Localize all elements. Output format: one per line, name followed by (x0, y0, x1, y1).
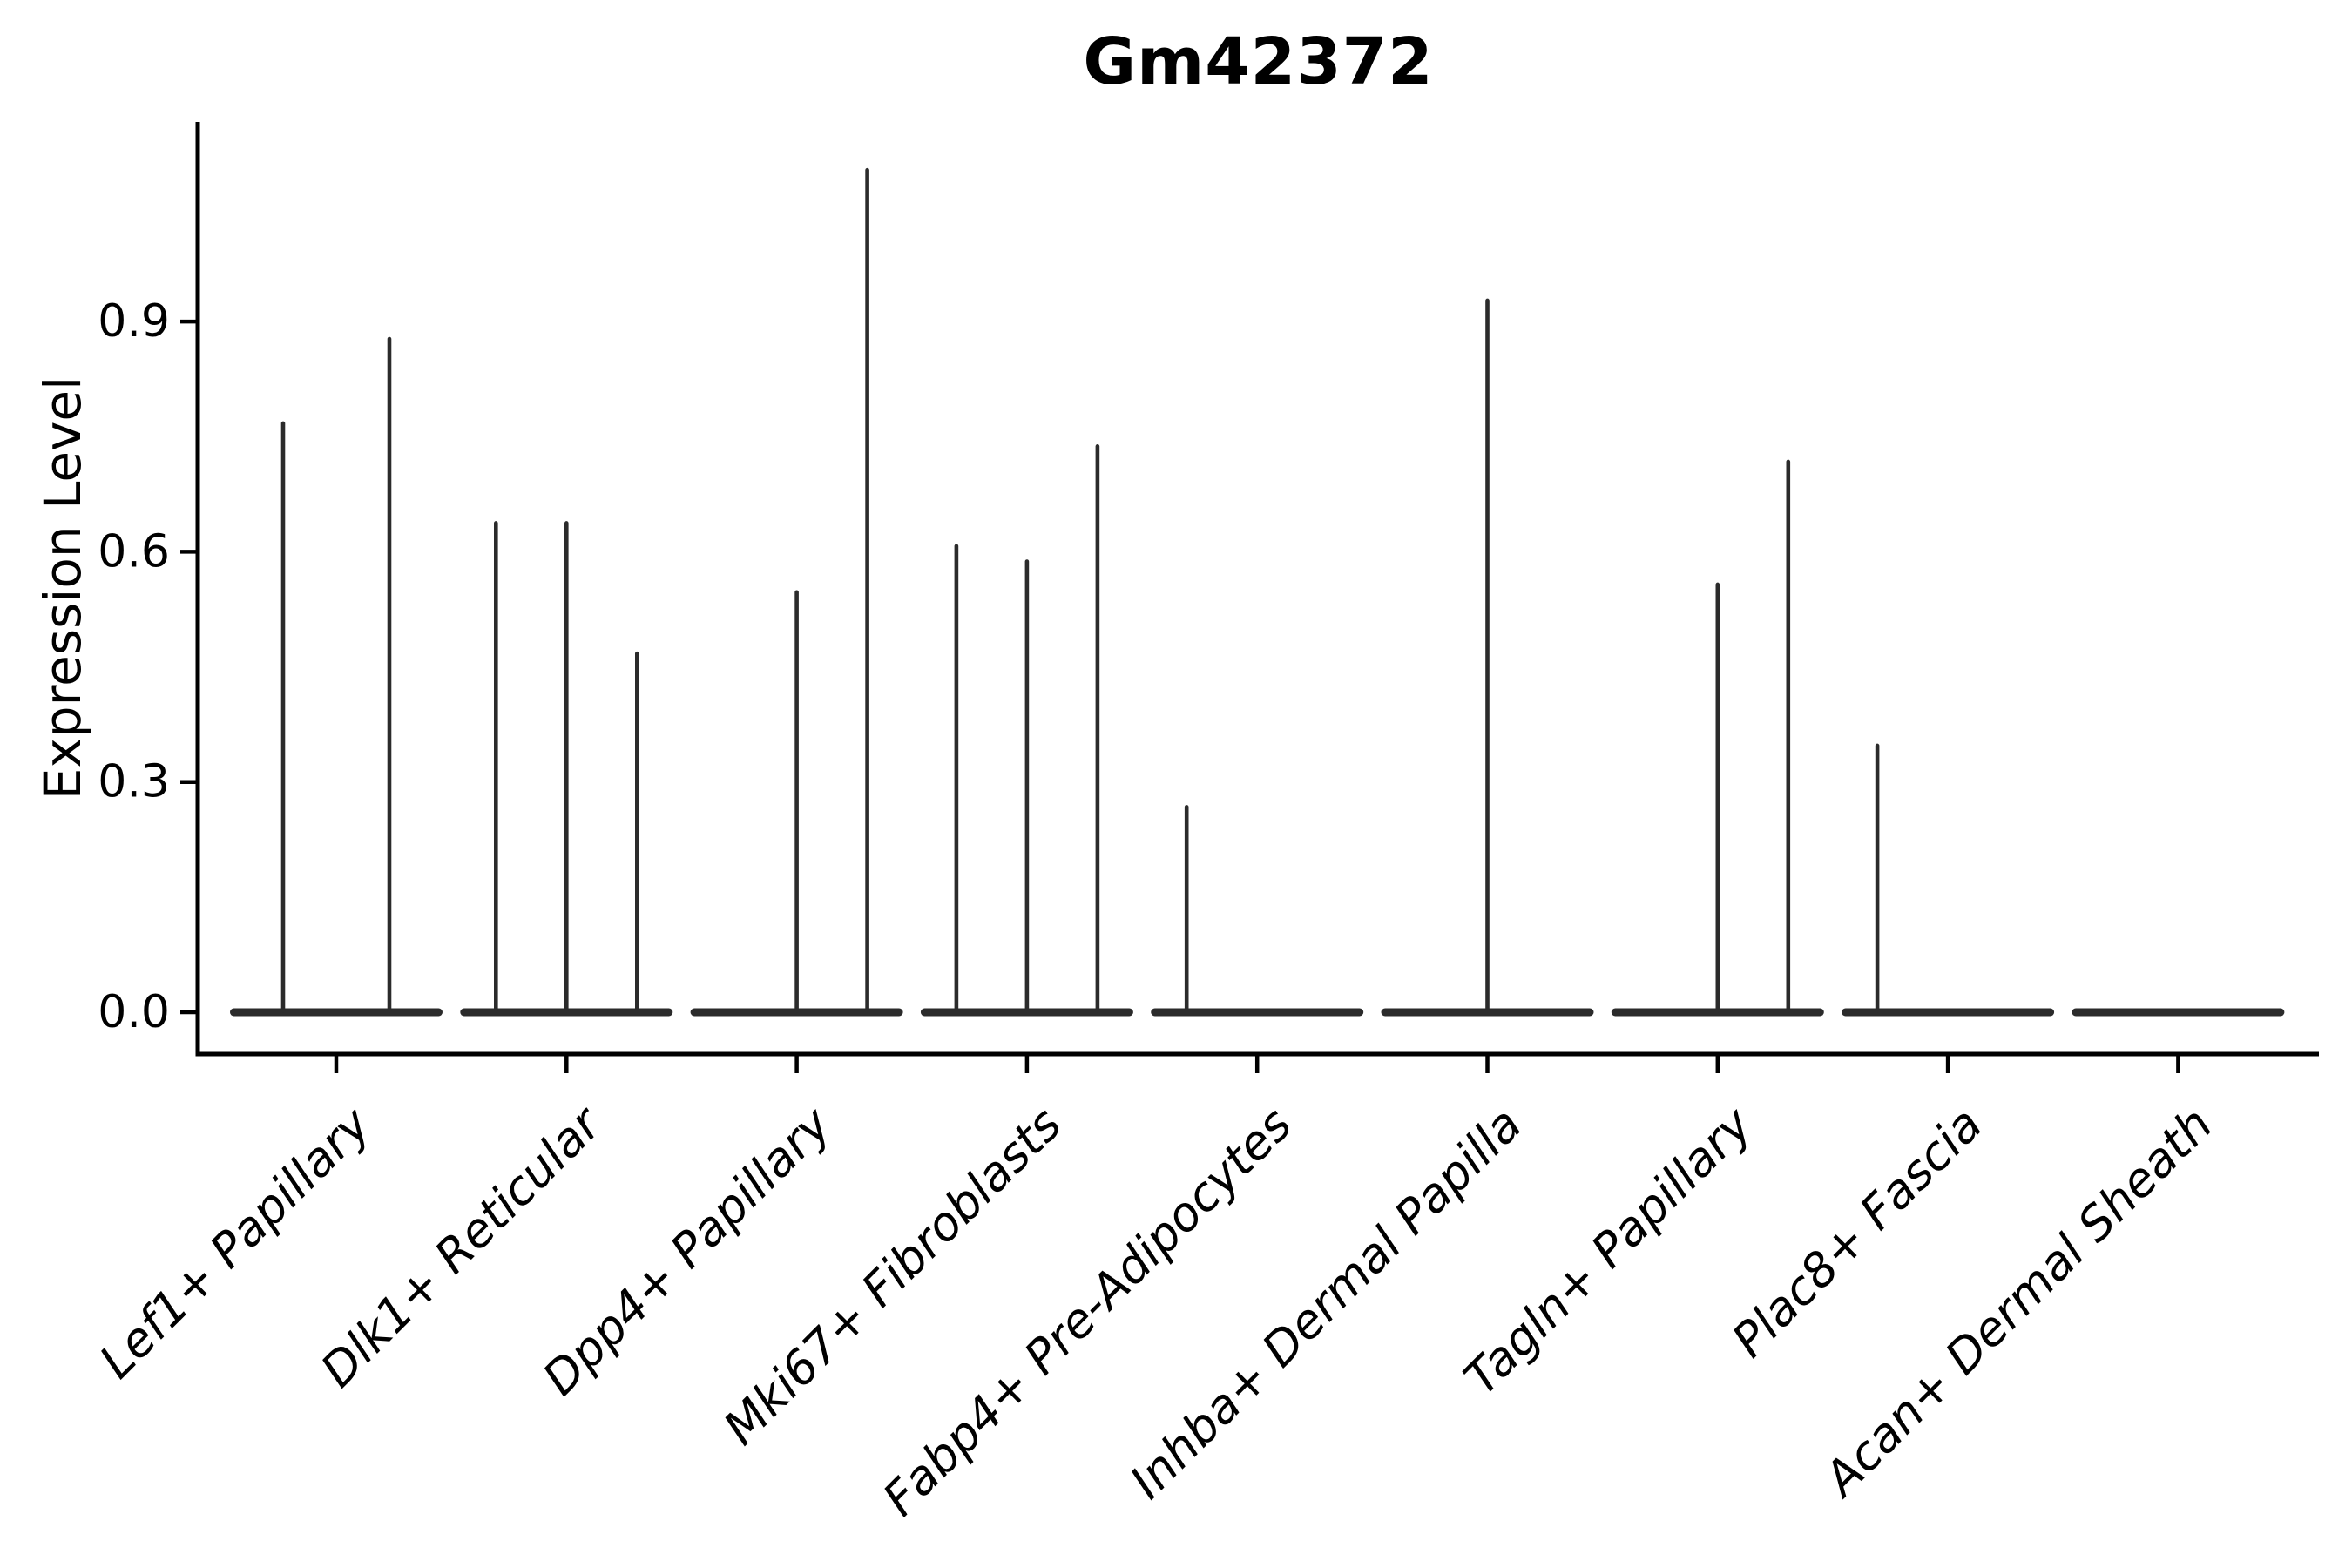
violin-baseline (1151, 1008, 1364, 1017)
y-tick-label: 0.3 (98, 756, 170, 808)
violin-baseline (1842, 1008, 2055, 1017)
violin-baseline (2072, 1008, 2285, 1017)
chart-title: Gm42372 (1083, 24, 1434, 99)
y-axis-label: Expression Level (33, 376, 92, 800)
y-tick-label: 0.6 (98, 525, 170, 578)
violin-baseline (230, 1008, 443, 1017)
x-tick-label: Inhba+ Dermal Papilla (1119, 1097, 1532, 1510)
x-tick-label: Plac8+ Fascia (1721, 1097, 1992, 1368)
y-tick-label: 0.0 (98, 986, 170, 1038)
x-tick-label: Acan+ Dermal Sheath (1812, 1097, 2223, 1508)
y-tick-label: 0.9 (98, 295, 170, 348)
x-tick-label: Fabp4+ Pre-Adipocytes (872, 1097, 1301, 1526)
